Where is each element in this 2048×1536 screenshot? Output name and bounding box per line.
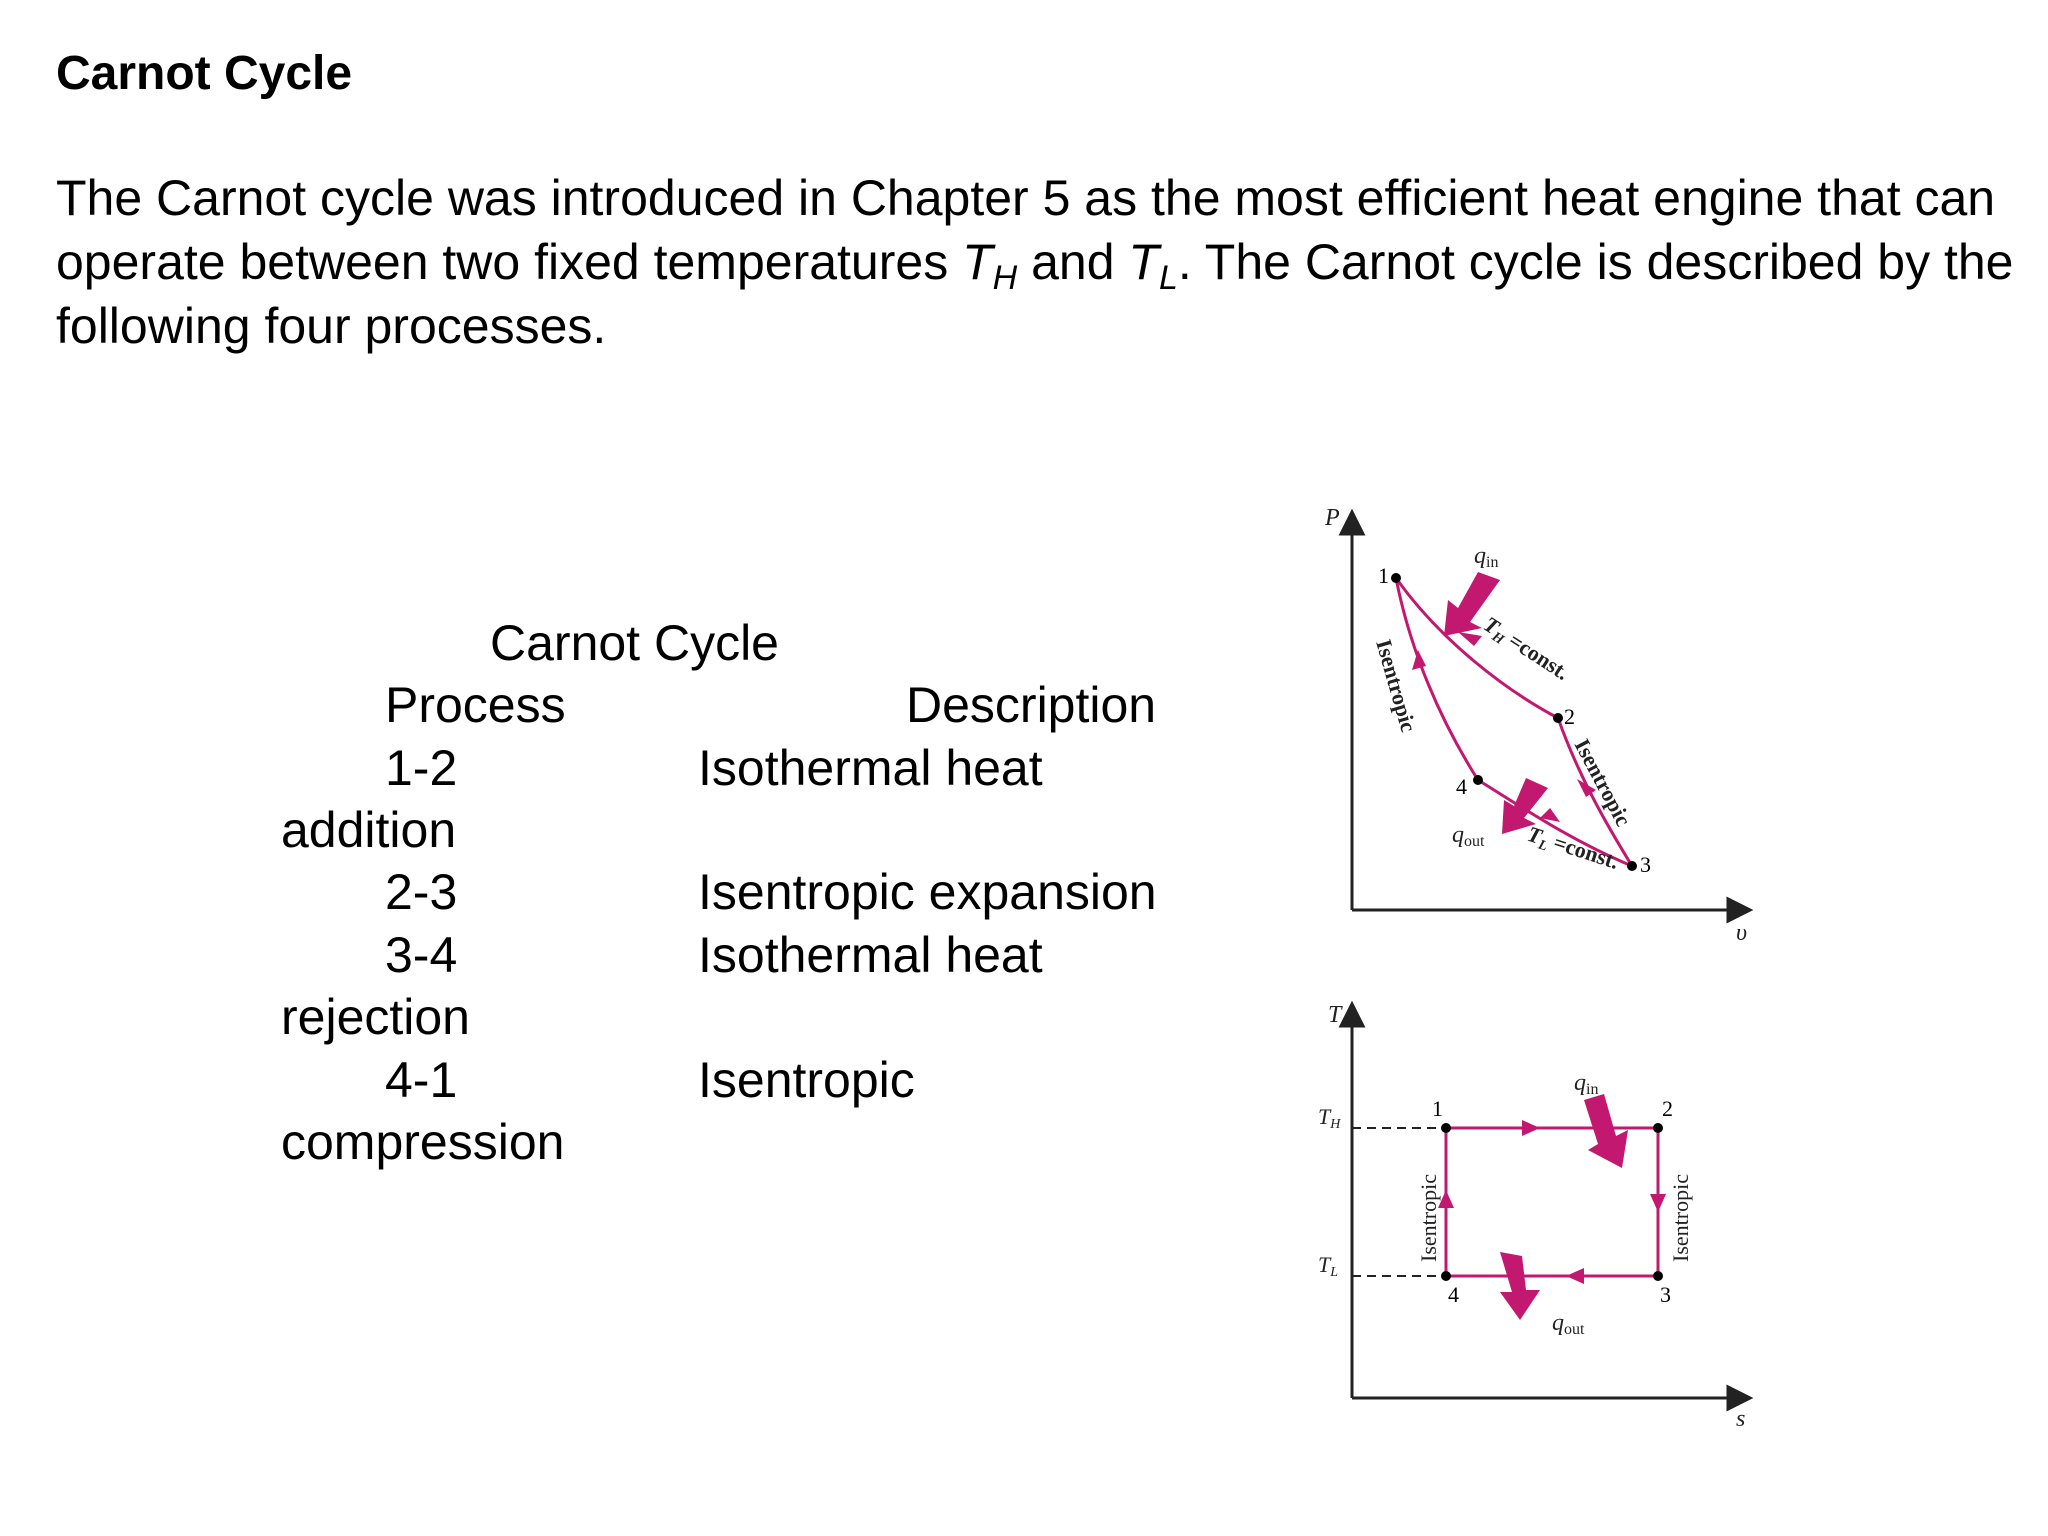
ts-q-in-label: qin — [1574, 1070, 1598, 1098]
pv-point-4 — [1473, 775, 1483, 785]
ts-label-3: 3 — [1660, 1282, 1671, 1307]
process-3-4: 3-4 — [385, 927, 458, 983]
th-subscript: H — [992, 259, 1018, 297]
pv-label-4: 4 — [1456, 774, 1467, 799]
th-symbol: T — [962, 234, 993, 290]
pv-curve-3-4 — [1477, 778, 1633, 868]
page-title: Carnot Cycle — [56, 47, 353, 100]
ts-label-1: 1 — [1432, 1096, 1443, 1121]
pv-diagram: P υ 1 2 3 4 qin qout TH =const. TL =cons… — [1324, 505, 1754, 946]
pv-q-out-arrow — [1502, 778, 1548, 834]
ts-label-2: 2 — [1662, 1096, 1673, 1121]
ts-axis-t-label: T — [1328, 1002, 1343, 1028]
pv-point-1 — [1391, 573, 1401, 583]
pv-arrow-3-4 — [1540, 808, 1560, 822]
description-4-1: Isentropic — [698, 1052, 915, 1108]
intro-and: and — [1017, 234, 1129, 290]
ts-arrow-4-1 — [1438, 1190, 1454, 1208]
intro-paragraph: The Carnot cycle was introduced in Chapt… — [56, 166, 2016, 358]
column-header-process: Process — [385, 677, 566, 733]
ts-tl-label: TL — [1318, 1252, 1338, 1280]
pv-arrow-1-2 — [1458, 632, 1482, 646]
pv-arrow-2-3 — [1577, 779, 1596, 797]
ts-q-in-arrow — [1584, 1094, 1628, 1168]
table-caption: Carnot Cycle — [490, 615, 779, 671]
ts-point-2 — [1653, 1123, 1663, 1133]
description-1-2: Isothermal heat — [698, 740, 1043, 796]
pv-q-in-arrow — [1444, 572, 1500, 636]
pv-isentropic-left-label: Isentropic — [1371, 636, 1421, 734]
description-3-4: Isothermal heat — [698, 927, 1043, 983]
ts-point-1 — [1441, 1123, 1451, 1133]
column-header-description: Description — [906, 677, 1157, 733]
ts-diagram: T s TH TL 1 2 3 4 qin qout Isentropic Is… — [1318, 1000, 1754, 1430]
ts-isentropic-right-label: Isentropic — [1668, 1174, 1693, 1262]
ts-label-4: 4 — [1448, 1282, 1459, 1307]
description-3-4-cont: rejection — [281, 989, 470, 1045]
pv-point-2 — [1553, 713, 1563, 723]
ts-th-label: TH — [1318, 1104, 1341, 1132]
pv-arrow-4-1 — [1412, 650, 1426, 670]
pv-point-3 — [1627, 861, 1637, 871]
tl-symbol: T — [1128, 234, 1159, 290]
pv-q-out-label: qout — [1452, 822, 1485, 850]
tl-subscript: L — [1158, 259, 1178, 297]
description-1-2-cont: addition — [281, 802, 457, 858]
ts-q-out-arrow — [1500, 1252, 1540, 1320]
process-4-1: 4-1 — [385, 1052, 458, 1108]
process-2-3: 2-3 — [385, 864, 458, 920]
ts-axis-s-label: s — [1736, 1406, 1745, 1430]
pv-axis-v-label: υ — [1736, 920, 1747, 946]
pv-label-3: 3 — [1640, 852, 1651, 877]
ts-isentropic-left-label: Isentropic — [1416, 1174, 1441, 1262]
ts-arrow-3-4 — [1566, 1268, 1584, 1284]
ts-point-4 — [1441, 1271, 1451, 1281]
description-2-3: Isentropic expansion — [698, 864, 1157, 920]
ts-q-out-label: qout — [1552, 1310, 1585, 1338]
intro-part1: The Carnot cycle was introduced in Chapt… — [56, 170, 1996, 290]
pv-curve-4-1 — [1394, 577, 1480, 781]
ts-arrow-1-2 — [1522, 1120, 1540, 1136]
pv-label-2: 2 — [1564, 704, 1575, 729]
pv-curve-2-3 — [1556, 717, 1634, 867]
pv-axis-p-label: P — [1324, 505, 1340, 531]
pv-q-in-label: qin — [1474, 543, 1498, 571]
process-1-2: 1-2 — [385, 740, 458, 796]
pv-label-1: 1 — [1378, 563, 1389, 588]
ts-arrow-2-3 — [1650, 1194, 1666, 1212]
intro-part2: . The Carnot cycle is described by the f… — [56, 234, 2014, 354]
pv-tl-const-label: TL =const. — [1524, 821, 1622, 877]
ts-point-3 — [1653, 1271, 1663, 1281]
description-4-1-cont: compression — [281, 1114, 565, 1170]
pv-curve-1-2 — [1394, 577, 1559, 720]
